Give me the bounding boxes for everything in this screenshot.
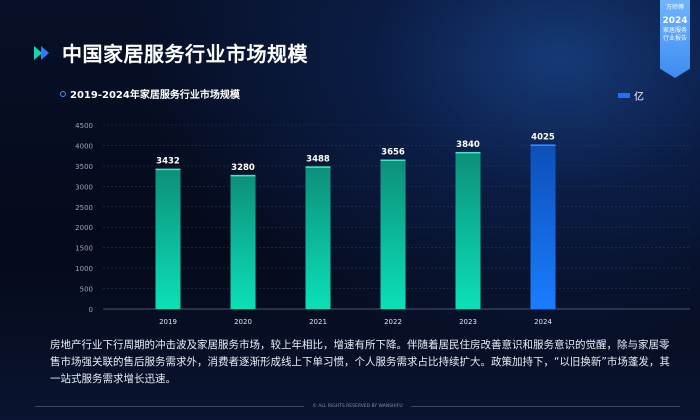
y-tick-label: 1000: [75, 265, 93, 273]
footer: © ALL RIGHTS RESERVED BY WANSHIFU: [35, 404, 680, 409]
bar-chart: 0 500 1000 1500 2000 2500 3000 3500 4000 4500 3432…: [75, 122, 690, 326]
badge-brand: 万师傅: [665, 4, 684, 11]
bar-cap: [230, 174, 256, 177]
y-tick-label: 2000: [75, 224, 93, 232]
y-tick-label: 3500: [75, 163, 93, 171]
bar-cap: [305, 166, 331, 168]
subtitle-text: 2019-2024年家居服务行业市场规模: [70, 90, 240, 101]
page-title: 中国家居服务行业市场规模: [34, 38, 308, 67]
data-label: 3840: [456, 140, 480, 150]
circle-icon: [60, 90, 66, 97]
y-tick-label: 3000: [75, 183, 93, 191]
bar-2024: [530, 144, 556, 309]
x-tick-label: 2022: [384, 318, 402, 326]
bar-2023: [455, 151, 481, 309]
data-label: 3656: [381, 148, 405, 158]
legend-swatch: [618, 93, 630, 98]
x-tick-label: 2023: [459, 318, 477, 326]
data-label: 3432: [156, 157, 180, 167]
bar-2020: [230, 174, 256, 309]
data-label: 3280: [231, 163, 255, 173]
x-tick-label: 2020: [234, 318, 252, 326]
x-tick-label: 2021: [309, 318, 327, 326]
y-tick-label: 500: [80, 286, 93, 294]
bar-cap: [380, 159, 406, 162]
bar-2022: [380, 159, 406, 309]
bar-cap: [530, 144, 556, 146]
y-tick-label: 2500: [75, 204, 93, 212]
bar-cap: [155, 168, 181, 171]
bar-cap: [455, 151, 481, 154]
y-tick-label: 4000: [75, 142, 93, 150]
y-tick-label: 4500: [75, 122, 93, 130]
x-tick-label: 2024: [534, 318, 552, 326]
y-tick-label: 1500: [75, 245, 93, 253]
badge-line1: 家居服务: [662, 27, 687, 34]
title-text: 中国家居服务行业市场规模: [62, 42, 308, 66]
x-tick-label: 2019: [159, 318, 177, 326]
divider: [35, 406, 305, 407]
double-arrow-icon: [34, 45, 54, 60]
y-tick-label: 0: [89, 306, 93, 314]
divider: [410, 406, 680, 407]
badge-line2: 行业报告: [662, 35, 687, 42]
chart-subtitle: 2019-2024年家居服务行业市场规模: [60, 86, 240, 101]
badge-year: 2024: [662, 16, 688, 26]
data-label: 4025: [531, 132, 555, 142]
legend: 亿: [618, 88, 644, 103]
report-badge: 万师傅 2024 家居服务 行业报告: [660, 0, 690, 78]
legend-label: 亿: [634, 92, 644, 103]
copyright: © ALL RIGHTS RESERVED BY WANSHIFU: [312, 404, 403, 409]
data-label: 3488: [306, 154, 330, 164]
bar-2019: [155, 168, 181, 309]
description: 房地产行业下行周期的冲击波及家居服务市场，较上年相比，增速有所下降。伴随着居民住…: [50, 339, 670, 385]
bar-2021: [305, 166, 331, 309]
